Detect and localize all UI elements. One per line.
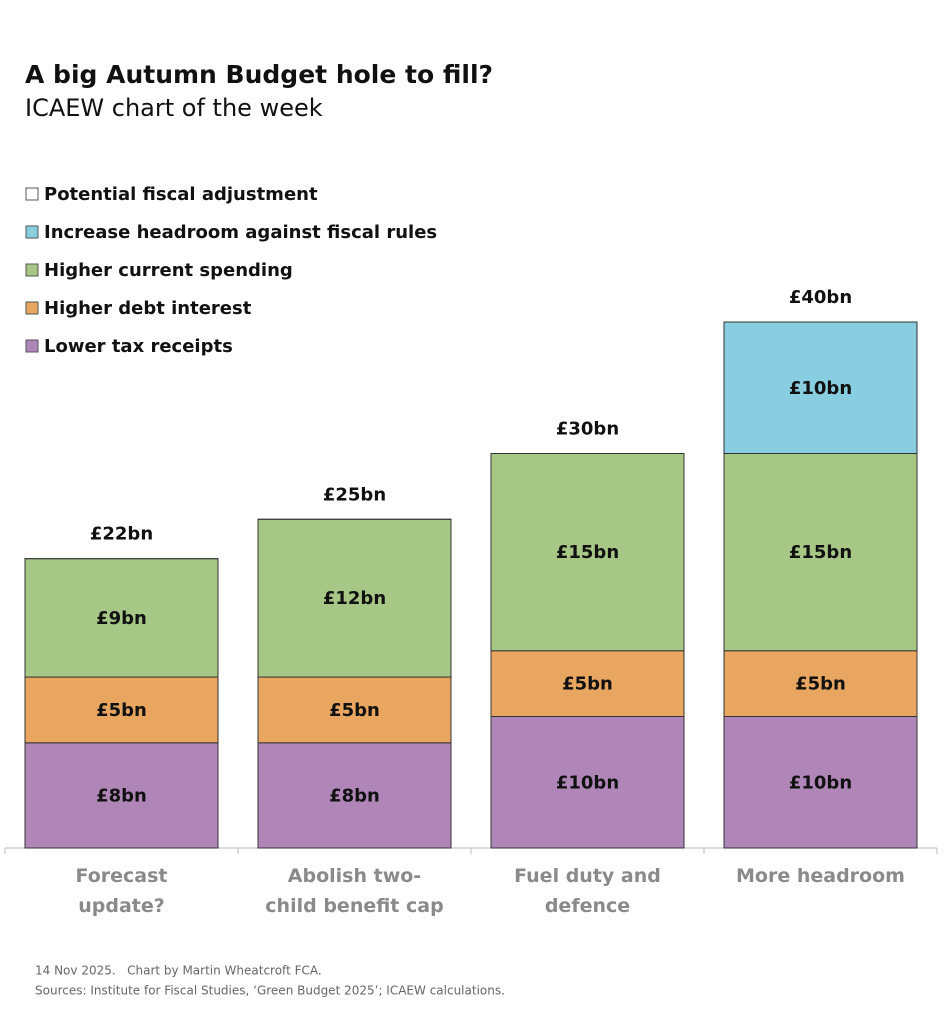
source: Sources: Institute for Fiscal Studies, ‘…: [35, 984, 505, 998]
segment-label: £10bn: [789, 772, 852, 793]
bar-segment: [723, 650, 918, 717]
segment-label: £9bn: [96, 608, 147, 629]
bar-segment: [490, 650, 685, 717]
bar-segment: [257, 676, 452, 744]
legend-swatch: [25, 225, 39, 239]
chart-title: A big Autumn Budget hole to fill?: [25, 60, 493, 89]
chart-subtitle: ICAEW chart of the week: [25, 94, 323, 122]
x-tick-label: Abolish two-child benefit cap: [265, 865, 444, 917]
bar-segment: [24, 558, 219, 678]
legend-swatch: [25, 301, 39, 315]
segment-label: £8bn: [329, 785, 380, 806]
x-tick-label: More headroom: [736, 865, 905, 887]
segment-label: £12bn: [323, 588, 386, 609]
bar-segment: [257, 518, 452, 678]
legend-label: Higher debt interest: [44, 298, 252, 319]
legend-swatch: [25, 339, 39, 353]
total-label: £30bn: [556, 419, 619, 440]
bar-segment: [24, 676, 219, 744]
segment-label: £5bn: [96, 700, 147, 721]
total-label: £22bn: [90, 524, 153, 545]
legend-label: Lower tax receipts: [44, 336, 233, 357]
legend-label: Potential fiscal adjustment: [44, 184, 318, 205]
legend-label: Higher current spending: [44, 260, 293, 281]
segment-label: £5bn: [795, 674, 846, 695]
segment-label: £15bn: [556, 542, 619, 563]
legend-label: Increase headroom against fiscal rules: [44, 222, 437, 243]
segment-label: £5bn: [329, 700, 380, 721]
bar-segment: [723, 716, 918, 849]
segment-label: £8bn: [96, 785, 147, 806]
segment-label: £15bn: [789, 542, 852, 563]
bar-segment: [490, 453, 685, 652]
segment-label: £5bn: [562, 674, 613, 695]
legend-swatch: [25, 263, 39, 277]
segment-label: £10bn: [789, 378, 852, 399]
x-tick-label: Forecast update?: [75, 865, 168, 917]
bar-segment: [723, 453, 918, 652]
footnote: 14 Nov 2025. Chart by Martin Wheatcroft …: [35, 964, 322, 978]
total-outline: [490, 453, 685, 849]
total-label: £25bn: [323, 484, 386, 505]
legend-swatch: [25, 187, 39, 201]
bar-segment: [24, 742, 219, 849]
total-outline: [723, 321, 918, 849]
total-label: £40bn: [789, 287, 852, 308]
total-outline: [257, 518, 452, 849]
bar-segment: [490, 716, 685, 849]
x-tick-label: Fuel duty and defence: [514, 865, 661, 917]
segment-label: £10bn: [556, 772, 619, 793]
total-outline: [24, 558, 219, 849]
bar-segment: [257, 742, 452, 849]
